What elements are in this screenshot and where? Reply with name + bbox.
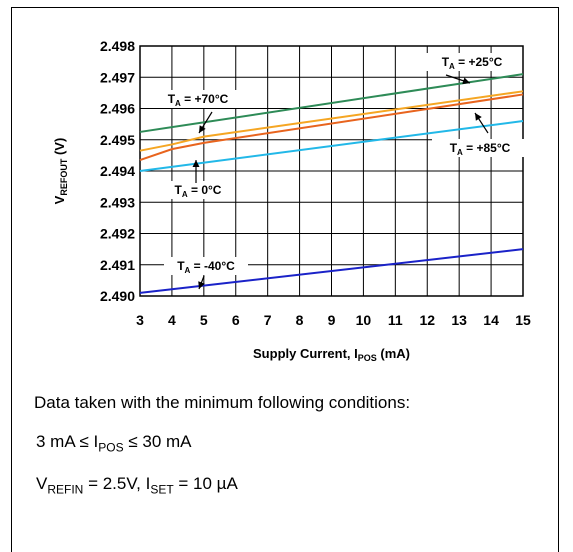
x-tick-label: 7 xyxy=(264,312,272,328)
annotation-arrowhead xyxy=(199,125,206,133)
x-tick-label: 14 xyxy=(483,312,499,328)
series-line xyxy=(139,73,524,133)
x-tick-label: 5 xyxy=(200,312,208,328)
conditions-heading: Data taken with the minimum following co… xyxy=(34,393,411,412)
x-tick-label: 13 xyxy=(451,312,467,328)
y-tick-label: 2.490 xyxy=(100,288,135,304)
y-tick-label: 2.491 xyxy=(100,257,135,273)
x-tick-label: 10 xyxy=(356,312,372,328)
y-tick-label: 2.493 xyxy=(100,194,135,210)
series-line xyxy=(139,248,524,294)
x-tick-label: 4 xyxy=(168,312,176,328)
annotation-bg xyxy=(164,257,248,275)
annotation-bg xyxy=(150,90,246,108)
conditions-current-range: 3 mA ≤ IPOS ≤ 30 mA xyxy=(36,432,192,455)
y-tick-label: 2.495 xyxy=(100,132,135,148)
y-tick-label: 2.492 xyxy=(100,226,135,242)
annotation-label: TA = +85°C xyxy=(450,141,511,157)
y-tick-label: 2.497 xyxy=(100,69,135,85)
annotation-label: TA = +25°C xyxy=(442,55,503,71)
annotation-label: TA = -40°C xyxy=(177,259,235,275)
series-line xyxy=(139,93,524,162)
annotation-arrowhead xyxy=(198,281,205,289)
series-line xyxy=(139,120,524,172)
x-tick-label: 9 xyxy=(328,312,336,328)
x-tick-label: 11 xyxy=(388,312,403,328)
x-tick-label: 12 xyxy=(419,312,435,328)
conditions-voltage-current: VREFIN = 2.5V, ISET = 10 µA xyxy=(36,474,238,497)
x-tick-label: 3 xyxy=(136,312,144,328)
line-chart: 3 4 5 6 7 8 9 10 11 12 13 14 15 2.490 2.491 2.492 2.493 2… xyxy=(52,38,531,363)
annotation-bg xyxy=(432,139,528,157)
annotation-label: TA = +70°C xyxy=(168,92,229,108)
x-axis-label: Supply Current, IPOS (mA) xyxy=(253,346,410,363)
y-axis-label: VREFOUT (V) xyxy=(52,138,69,205)
y-tick-label: 2.494 xyxy=(100,163,135,179)
y-tick-label: 2.498 xyxy=(100,38,135,54)
y-tick-label: 2.496 xyxy=(100,101,135,117)
x-tick-label: 6 xyxy=(232,312,240,328)
series-line xyxy=(139,90,524,152)
annotation-arrowhead xyxy=(192,160,200,167)
annotation-arrowhead xyxy=(475,113,482,121)
annotation-label: TA = 0°C xyxy=(175,183,222,199)
x-tick-label: 8 xyxy=(296,312,304,328)
annotation-bg xyxy=(162,181,234,199)
x-tick-label: 15 xyxy=(515,312,531,328)
figure-frame xyxy=(11,7,559,552)
annotation-bg xyxy=(424,53,520,71)
annotation-arrowhead xyxy=(462,77,470,85)
